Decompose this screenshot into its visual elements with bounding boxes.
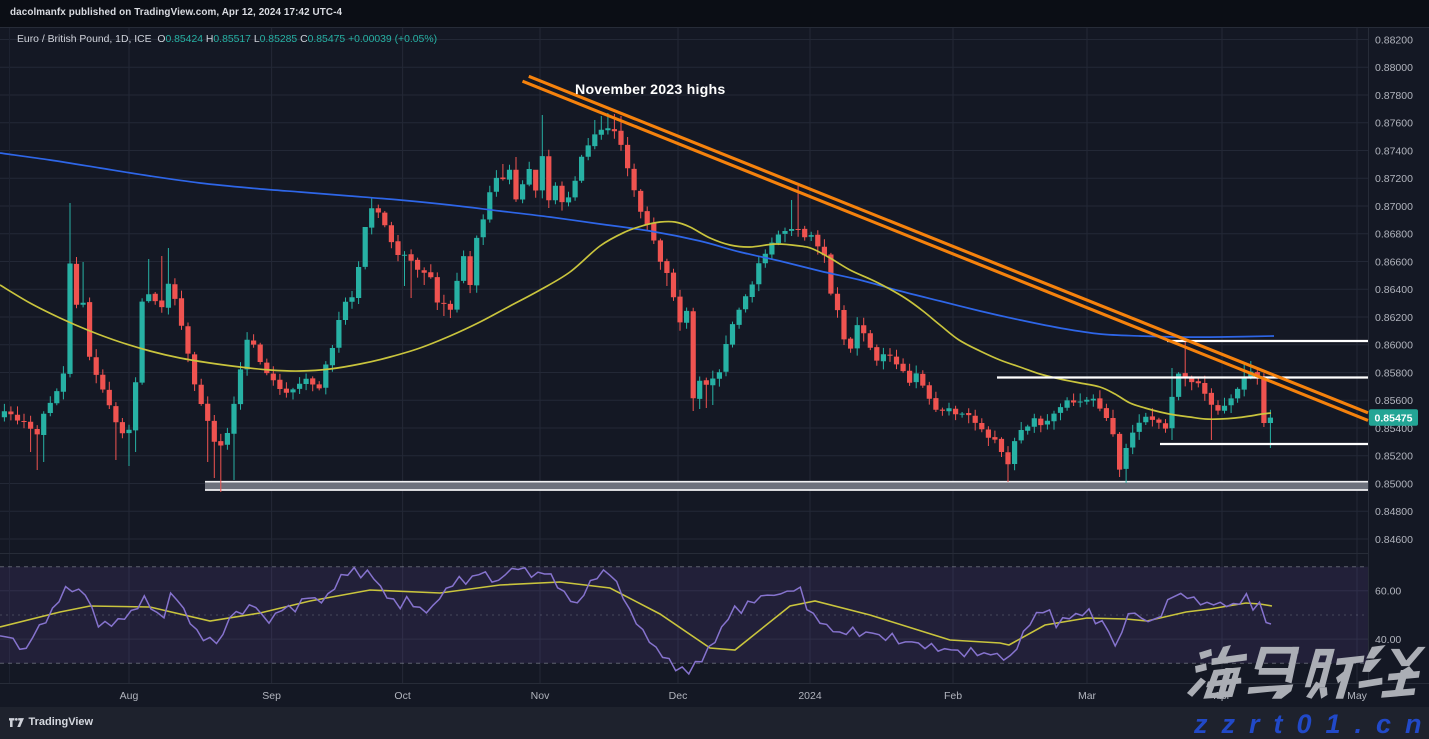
- svg-text:0.85600: 0.85600: [1375, 395, 1413, 407]
- svg-text:Sep: Sep: [262, 690, 281, 702]
- svg-text:0.86200: 0.86200: [1375, 312, 1413, 324]
- svg-text:0.87800: 0.87800: [1375, 90, 1413, 102]
- svg-text:0.84800: 0.84800: [1375, 506, 1413, 518]
- svg-text:0.87000: 0.87000: [1375, 201, 1413, 213]
- svg-text:0.87600: 0.87600: [1375, 118, 1413, 130]
- svg-text:November 2023 highs: November 2023 highs: [575, 82, 725, 98]
- svg-text:0.85000: 0.85000: [1375, 478, 1413, 490]
- svg-text:0.86400: 0.86400: [1375, 284, 1413, 296]
- svg-text:Aug: Aug: [120, 690, 139, 702]
- svg-text:0.86800: 0.86800: [1375, 229, 1413, 241]
- svg-text:Mar: Mar: [1078, 690, 1097, 702]
- svg-text:60.00: 60.00: [1375, 586, 1401, 598]
- svg-text:0.85200: 0.85200: [1375, 451, 1413, 463]
- svg-text:0.87200: 0.87200: [1375, 173, 1413, 185]
- svg-text:0.86600: 0.86600: [1375, 256, 1413, 268]
- svg-text:Dec: Dec: [669, 690, 688, 702]
- svg-text:0.85800: 0.85800: [1375, 367, 1413, 379]
- svg-text:0.88200: 0.88200: [1375, 34, 1413, 46]
- svg-text:2024: 2024: [798, 690, 822, 702]
- svg-text:0.86000: 0.86000: [1375, 340, 1413, 352]
- svg-text:40.00: 40.00: [1375, 634, 1401, 646]
- svg-text:Oct: Oct: [394, 690, 410, 702]
- svg-text:Nov: Nov: [531, 690, 550, 702]
- svg-text:0.85475: 0.85475: [1375, 412, 1413, 424]
- svg-text:Feb: Feb: [944, 690, 962, 702]
- svg-text:0.87400: 0.87400: [1375, 145, 1413, 157]
- svg-text:0.84600: 0.84600: [1375, 534, 1413, 546]
- svg-text:May: May: [1347, 690, 1368, 702]
- svg-text:0.88000: 0.88000: [1375, 62, 1413, 74]
